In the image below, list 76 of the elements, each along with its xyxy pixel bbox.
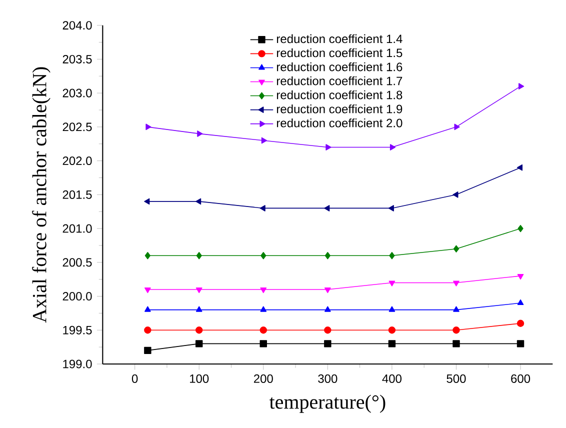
y-axis-title: Axial force of anchor cable(kN) xyxy=(32,67,50,323)
point xyxy=(324,326,332,334)
legend-label: reduction coefficient 1.7 xyxy=(276,76,402,86)
point xyxy=(324,340,332,348)
point xyxy=(260,340,267,348)
y-tick-label: 199.0 xyxy=(63,360,92,368)
point xyxy=(454,124,460,130)
point xyxy=(144,287,151,294)
point xyxy=(260,252,266,260)
point xyxy=(388,205,394,212)
x-tick-label: 600 xyxy=(511,374,530,383)
point xyxy=(324,205,330,212)
point xyxy=(388,280,396,286)
point xyxy=(196,287,202,294)
x-tick-label: 0 xyxy=(132,374,138,383)
y-tick-label: 202.5 xyxy=(62,122,92,132)
y-tick-label: 200.5 xyxy=(62,258,92,267)
point xyxy=(517,299,524,306)
point xyxy=(195,340,203,348)
point xyxy=(389,252,395,260)
x-tick-label: 400 xyxy=(382,374,402,383)
point xyxy=(144,252,150,260)
y-tick-label: 201.5 xyxy=(62,190,92,199)
point xyxy=(388,306,396,312)
point xyxy=(452,340,460,348)
legend-label: reduction coefficient 1.6 xyxy=(276,62,402,72)
point xyxy=(144,306,151,312)
point xyxy=(260,306,267,312)
point xyxy=(388,340,396,348)
point xyxy=(195,198,202,205)
y-tick-label: 203.5 xyxy=(62,54,92,64)
point xyxy=(324,306,331,312)
point xyxy=(196,306,202,312)
point xyxy=(517,274,524,280)
point xyxy=(518,224,524,232)
point xyxy=(453,306,460,312)
point xyxy=(144,326,152,334)
point xyxy=(261,137,267,144)
point xyxy=(516,320,524,327)
point xyxy=(324,287,331,294)
point xyxy=(453,280,460,286)
point xyxy=(452,326,460,334)
point xyxy=(260,205,266,212)
y-tick-label: 200.0 xyxy=(62,292,92,301)
y-tick-label: 199.5 xyxy=(63,326,92,334)
point xyxy=(146,124,152,130)
point xyxy=(452,191,458,198)
point xyxy=(144,198,150,205)
point xyxy=(260,287,267,294)
point xyxy=(195,326,203,334)
legend-label: reduction coefficient 1.5 xyxy=(276,48,402,58)
x-axis-title: temperature(°) xyxy=(269,394,386,413)
y-tick-label: 204.0 xyxy=(62,21,92,30)
legend-label: reduction coefficient 1.8 xyxy=(276,90,402,100)
point xyxy=(144,346,152,354)
point xyxy=(197,130,203,137)
point xyxy=(388,326,396,334)
legend-label: reduction coefficient 1.9 xyxy=(276,104,402,114)
y-tick-label: 201.0 xyxy=(62,224,92,233)
point xyxy=(390,144,396,150)
point xyxy=(516,340,524,348)
legend-label: reduction coefficient 2.0 xyxy=(276,118,402,128)
point xyxy=(453,245,460,252)
x-tick-label: 500 xyxy=(446,374,466,383)
x-tick-label: 100 xyxy=(190,374,209,383)
x-tick-label: 200 xyxy=(254,374,273,383)
y-tick-label: 202.0 xyxy=(62,156,92,166)
point xyxy=(196,252,202,260)
point xyxy=(516,164,523,171)
point xyxy=(260,326,267,334)
x-tick-label: 300 xyxy=(318,374,338,383)
point xyxy=(518,83,524,90)
point xyxy=(324,252,330,260)
point xyxy=(326,144,332,150)
y-tick-label: 203.0 xyxy=(62,88,92,98)
legend-label: reduction coefficient 1.4 xyxy=(276,34,402,44)
